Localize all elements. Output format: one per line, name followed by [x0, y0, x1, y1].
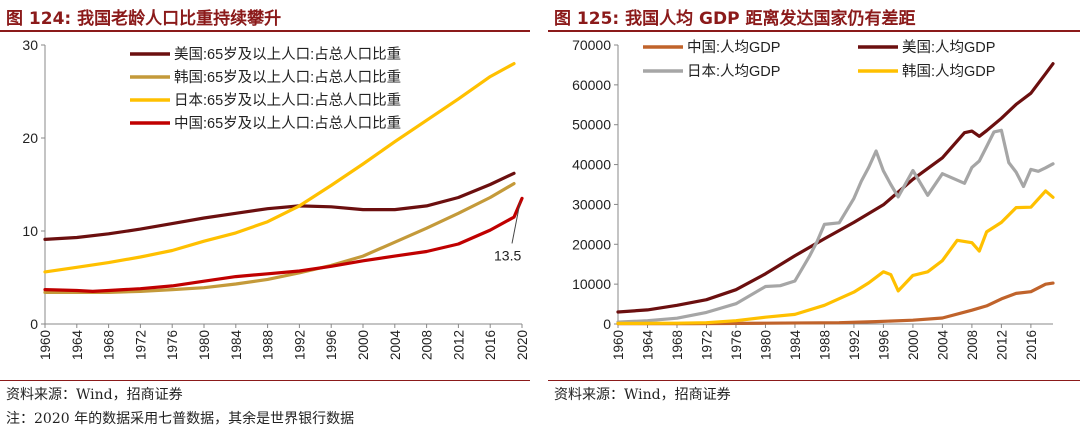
x-tick-label: 1988 [817, 330, 832, 360]
series-line-美国-65岁及以上人口-占总人口比重 [43, 171, 516, 241]
y-tick-label: 70000 [572, 37, 611, 53]
left-chart-title: 图 124: 我国老龄人口比重持续攀升 [6, 9, 282, 29]
x-tick-label: 1976 [165, 330, 180, 360]
y-tick-label: 20 [22, 130, 38, 146]
right-footer-rule [548, 380, 1080, 381]
y-tick-label: 0 [603, 316, 611, 332]
x-tick-label: 1992 [292, 330, 307, 360]
legend-label: 美国:人均GDP [902, 39, 995, 56]
x-tick-label: 2012 [451, 330, 466, 360]
y-tick-label: 30000 [572, 196, 611, 212]
series-line-中国-65岁及以上人口-占总人口比重 [43, 196, 524, 293]
x-tick-label: 1988 [261, 330, 276, 360]
annotation-leader-line [511, 202, 521, 244]
legend-label: 中国:65岁及以上人口:占总人口比重 [174, 115, 401, 132]
x-tick-label: 1984 [229, 330, 244, 361]
x-tick-label: 2004 [388, 330, 403, 361]
right-title-rule [548, 30, 1080, 32]
legend-label: 中国:人均GDP [687, 39, 780, 56]
x-tick-label: 2008 [965, 330, 980, 360]
x-tick-label: 1980 [197, 330, 212, 360]
x-tick-label: 2008 [420, 330, 435, 360]
x-tick-label: 2016 [1024, 330, 1039, 360]
y-tick-label: 0 [30, 316, 38, 332]
gdp-per-capita-chart: 0 10000 20000 30000 40000 50000 60000 70000 1960… [572, 37, 1055, 361]
x-tick-label: 1980 [758, 330, 773, 360]
x-tick-label: 1996 [324, 330, 339, 360]
x-tick-label: 2004 [935, 330, 950, 361]
x-tick-label: 1960 [611, 330, 626, 360]
y-tick-label: 40000 [572, 157, 611, 173]
x-tick-label: 2000 [906, 330, 921, 360]
x-tick-label: 1972 [699, 330, 714, 360]
legend-label: 韩国:65岁及以上人口:占总人口比重 [174, 69, 401, 86]
right-chart-title: 图 125: 我国人均 GDP 距离发达国家仍有差距 [554, 9, 916, 29]
series-line-日本-人均GDP [616, 128, 1055, 324]
legend-label: 日本:65岁及以上人口:占总人口比重 [174, 92, 401, 109]
legend-label: 韩国:人均GDP [902, 63, 995, 80]
x-tick-label: 1960 [38, 330, 53, 360]
x-tick-label: 2020 [515, 330, 530, 360]
left-footer-rule [0, 380, 530, 381]
aging-population-chart: 0 10 20 30 1960 1964 1968 1972 1976 1980 1984 1988 1… [22, 37, 530, 361]
x-tick-label: 1968 [670, 330, 685, 360]
series-line-中国-人均GDP [616, 281, 1055, 326]
x-tick-label: 2012 [994, 330, 1009, 360]
series-line-韩国-65岁及以上人口-占总人口比重 [43, 182, 516, 294]
x-tick-label: 1984 [788, 330, 803, 361]
left-source-text: 资料来源：Wind，招商证券 [6, 387, 183, 403]
x-tick-label: 1968 [102, 330, 117, 360]
x-tick-label: 2016 [483, 330, 498, 360]
y-tick-label: 20000 [572, 236, 611, 252]
x-tick-label: 2000 [356, 330, 371, 360]
x-tick-label: 1964 [70, 330, 85, 361]
series-line-韩国-人均GDP [616, 189, 1055, 325]
y-tick-label: 10000 [572, 276, 611, 292]
x-tick-label: 1972 [133, 330, 148, 360]
left-note-text: 注：2020 年的数据采用七普数据，其余是世界银行数据 [6, 411, 355, 427]
legend-label: 日本:人均GDP [687, 63, 780, 80]
left-chart-panel: 图 124: 我国老龄人口比重持续攀升 0 10 20 30 1960 1964 1968 1… [0, 0, 530, 437]
y-tick-label: 10 [22, 223, 38, 239]
x-tick-label: 1976 [729, 330, 744, 360]
annotation-value-label: 13.5 [494, 247, 521, 263]
y-tick-label: 30 [22, 37, 38, 53]
y-tick-label: 50000 [572, 117, 611, 133]
right-source-text: 资料来源：Wind，招商证券 [554, 387, 731, 403]
left-title-rule [0, 30, 530, 32]
x-tick-label: 1992 [847, 330, 862, 360]
legend-label: 美国:65岁及以上人口:占总人口比重 [174, 46, 401, 63]
series-line-美国-人均GDP [616, 62, 1055, 314]
x-tick-label: 1996 [876, 330, 891, 360]
right-chart-panel: 图 125: 我国人均 GDP 距离发达国家仍有差距 0 10000 20000 30… [548, 0, 1080, 437]
x-tick-label: 1964 [640, 330, 655, 361]
series-line-日本-65岁及以上人口-占总人口比重 [43, 62, 516, 274]
y-tick-label: 60000 [572, 77, 611, 93]
